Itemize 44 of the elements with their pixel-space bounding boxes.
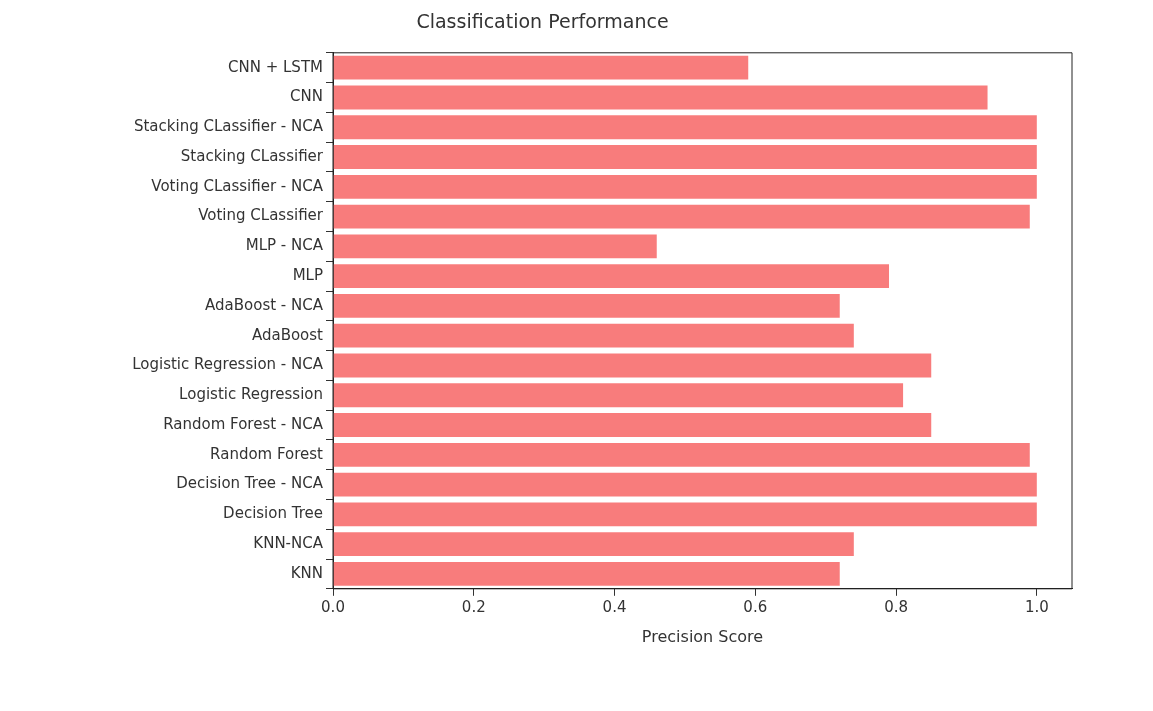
bar: [333, 442, 1030, 467]
bar: [333, 532, 854, 557]
y-tick-label: KNN: [290, 563, 323, 582]
bar: [333, 234, 657, 259]
y-tick-label: Decision Tree: [223, 504, 323, 523]
y-tick-label: Stacking CLassifier - NCA: [133, 117, 324, 136]
y-tick-label: Logistic Regression - NCA: [132, 355, 324, 374]
y-tick-label: CNN: [290, 87, 323, 106]
bar: [333, 145, 1037, 169]
y-tick-label: MLP - NCA: [245, 236, 324, 255]
x-tick-label: 0.0: [321, 597, 345, 616]
x-tick-label: 1.0: [1024, 597, 1049, 616]
y-tick-label: AdaBoost: [251, 325, 324, 344]
y-tick-label: Voting CLassifier - NCA: [151, 176, 324, 195]
bar: [333, 562, 840, 586]
bar: [333, 472, 1037, 497]
y-tick-label: Stacking CLassifier: [180, 146, 324, 165]
y-tick-label: AdaBoost - NCA: [205, 295, 324, 314]
x-tick-label: 0.6: [743, 597, 768, 616]
bar: [333, 264, 890, 289]
bar: [333, 383, 904, 408]
bar: [333, 294, 840, 318]
bar: [333, 55, 749, 80]
y-tick-label: Random Forest - NCA: [163, 414, 324, 433]
y-tick-label: Random Forest: [210, 444, 324, 463]
y-tick-label: KNN-NCA: [253, 534, 324, 553]
x-tick-label: 0.2: [461, 597, 486, 616]
y-tick-label: MLP: [292, 266, 323, 285]
x-tick-label: 0.8: [884, 597, 908, 616]
y-tick-label: CNN + LSTM: [227, 57, 323, 76]
bar: [333, 323, 854, 348]
bar: [333, 353, 932, 378]
bar: [333, 85, 988, 110]
bar: [333, 174, 1037, 199]
bar: [333, 204, 1030, 229]
x-axis-title: Precision Score: [641, 626, 764, 646]
y-tick-label: Decision Tree - NCA: [176, 474, 324, 493]
bar: [333, 115, 1037, 140]
chart-title: Classification Performance: [416, 10, 669, 33]
bar: [333, 502, 1037, 527]
bar: [333, 413, 932, 437]
y-tick-label: Voting CLassifier: [198, 206, 324, 225]
x-tick-label: 0.4: [602, 597, 627, 616]
y-tick-label: Logistic Regression: [179, 385, 323, 404]
